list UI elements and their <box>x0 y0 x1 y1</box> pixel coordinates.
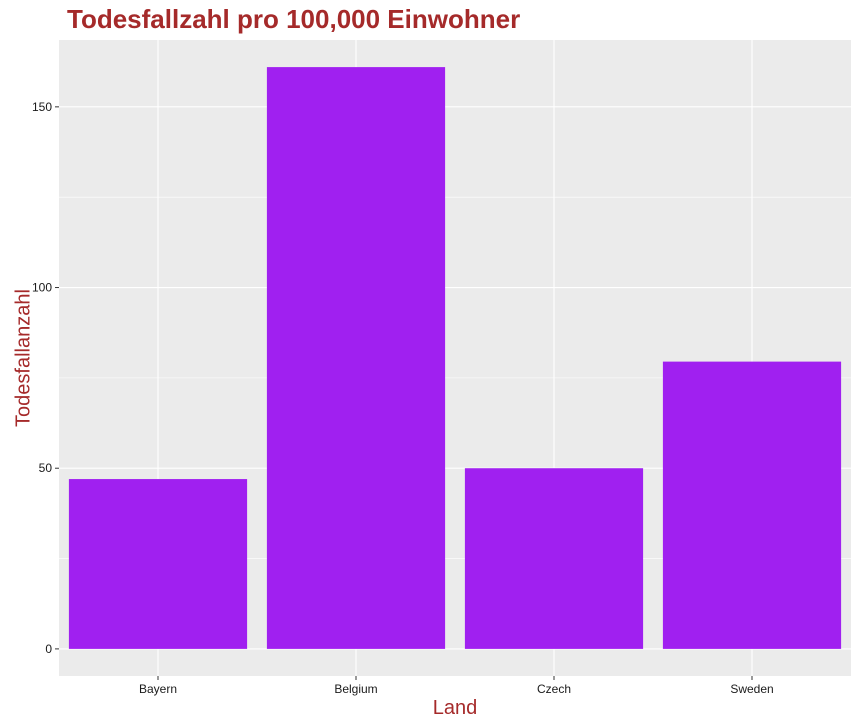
x-tick-label: Bayern <box>139 682 177 696</box>
y-tick-label: 100 <box>32 281 52 295</box>
bar-bayern <box>68 479 248 649</box>
bar-belgium <box>266 67 446 649</box>
bar-czech <box>464 468 644 649</box>
x-tick-label: Sweden <box>730 682 773 696</box>
bars <box>68 67 842 649</box>
y-tick-label: 50 <box>39 461 53 475</box>
y-tick-label: 150 <box>32 100 52 114</box>
axes: 0 50 100 150 Bayern Belgium Czech Sweden <box>32 100 774 696</box>
x-axis-title: Land <box>433 697 478 719</box>
chart-title: Todesfallzahl pro 100,000 Einwohner <box>67 4 521 34</box>
x-tick-label: Czech <box>537 682 571 696</box>
y-tick-label: 0 <box>45 642 52 656</box>
bar-sweden <box>662 361 842 649</box>
y-axis-title: Todesfallanzahl <box>12 289 34 427</box>
x-tick-label: Belgium <box>334 682 377 696</box>
